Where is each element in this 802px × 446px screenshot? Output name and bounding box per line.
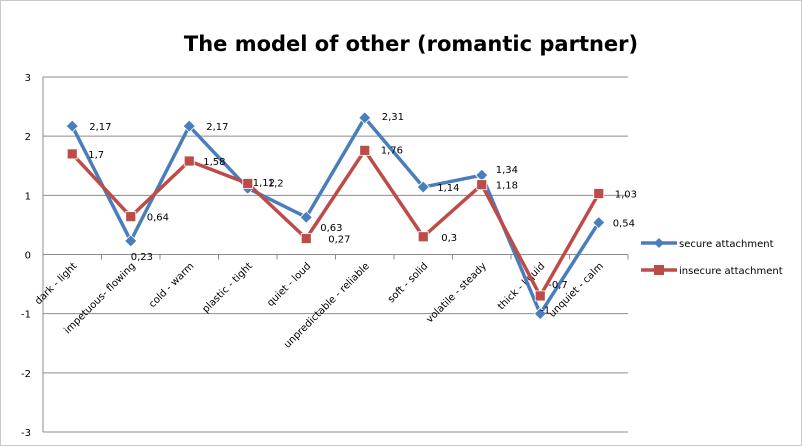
data-point	[300, 233, 312, 244]
data-label: 0,64	[147, 213, 169, 224]
data-label: 1,18	[496, 181, 518, 192]
data-label: 0,54	[613, 219, 635, 230]
data-label: 0,23	[131, 252, 153, 263]
data-point	[66, 148, 78, 160]
data-point	[182, 119, 196, 133]
x-tick-label: dark - light	[33, 261, 79, 307]
series-secure: 2,17 0,23 2,17 1,12 0,63 2,31 1,14 1,34 -1 0,54	[65, 111, 635, 321]
data-label: 1,14	[437, 183, 459, 194]
data-point	[593, 188, 605, 199]
data-label: 0,27	[328, 235, 350, 246]
x-tick-label: volatile - steady	[424, 261, 489, 326]
chart-title: The model of other (romantic partner)	[184, 32, 638, 56]
x-tick-label: plastic - tight	[200, 261, 254, 315]
data-label: 0,63	[320, 223, 342, 234]
y-tick-label: -3	[21, 428, 31, 439]
data-label: 0,3	[441, 233, 457, 244]
data-label: 1,34	[496, 165, 518, 176]
y-tick-label: -1	[21, 310, 31, 321]
data-label: 2,17	[206, 122, 228, 133]
legend: secure attachment insecure attachment	[641, 238, 783, 277]
data-label: -1	[540, 306, 550, 317]
data-point	[65, 119, 79, 133]
data-label: 2,31	[382, 112, 404, 123]
y-tick-label: 2	[25, 132, 31, 143]
data-label: 1,2	[268, 179, 284, 190]
data-label: 1,12	[253, 178, 275, 189]
data-point	[358, 111, 372, 125]
data-point	[476, 179, 488, 191]
data-point	[592, 215, 606, 230]
legend-item: insecure attachment	[641, 265, 783, 277]
y-tick-label: 3	[25, 73, 31, 84]
data-label: 1,58	[203, 157, 225, 168]
data-point	[299, 210, 313, 224]
y-axis: 3 2 1 0 -1 -2 -3	[21, 73, 44, 439]
legend-marker	[654, 238, 664, 248]
y-tick-label: 1	[25, 191, 31, 202]
y-tick-label: 0	[25, 251, 31, 262]
x-tick-label: cold - warm	[147, 261, 196, 310]
x-tick-label: quiet - loud	[265, 261, 313, 309]
data-label: 1,76	[381, 145, 403, 156]
series-group: 2,170,232,171,120,632,311,141,34-10,541,…	[65, 111, 637, 321]
data-point	[242, 178, 254, 189]
data-label: 2,17	[89, 122, 111, 133]
series-line	[70, 148, 601, 298]
data-point	[359, 144, 371, 156]
legend-marker	[654, 265, 664, 275]
legend-label: secure attachment	[679, 239, 774, 250]
series-line	[70, 116, 601, 316]
data-point	[183, 155, 195, 167]
x-tick-label: soft - solid	[386, 261, 430, 305]
data-label: 1,7	[88, 150, 104, 161]
legend-item: secure attachment	[641, 238, 774, 250]
data-point	[534, 290, 546, 302]
data-point	[533, 307, 547, 321]
data-label: -0,7	[548, 280, 568, 291]
data-label: 1,03	[615, 190, 637, 201]
data-point	[124, 234, 138, 248]
data-point	[125, 211, 137, 223]
series-insecure: 1,7 0,64 1,58 1,2 0,27 1,76 0,3 1,18 -0,7 1,03	[66, 144, 637, 302]
data-point	[417, 231, 429, 243]
y-tick-label: -2	[21, 369, 31, 380]
data-point	[416, 180, 430, 194]
legend-label: insecure attachment	[679, 266, 783, 277]
